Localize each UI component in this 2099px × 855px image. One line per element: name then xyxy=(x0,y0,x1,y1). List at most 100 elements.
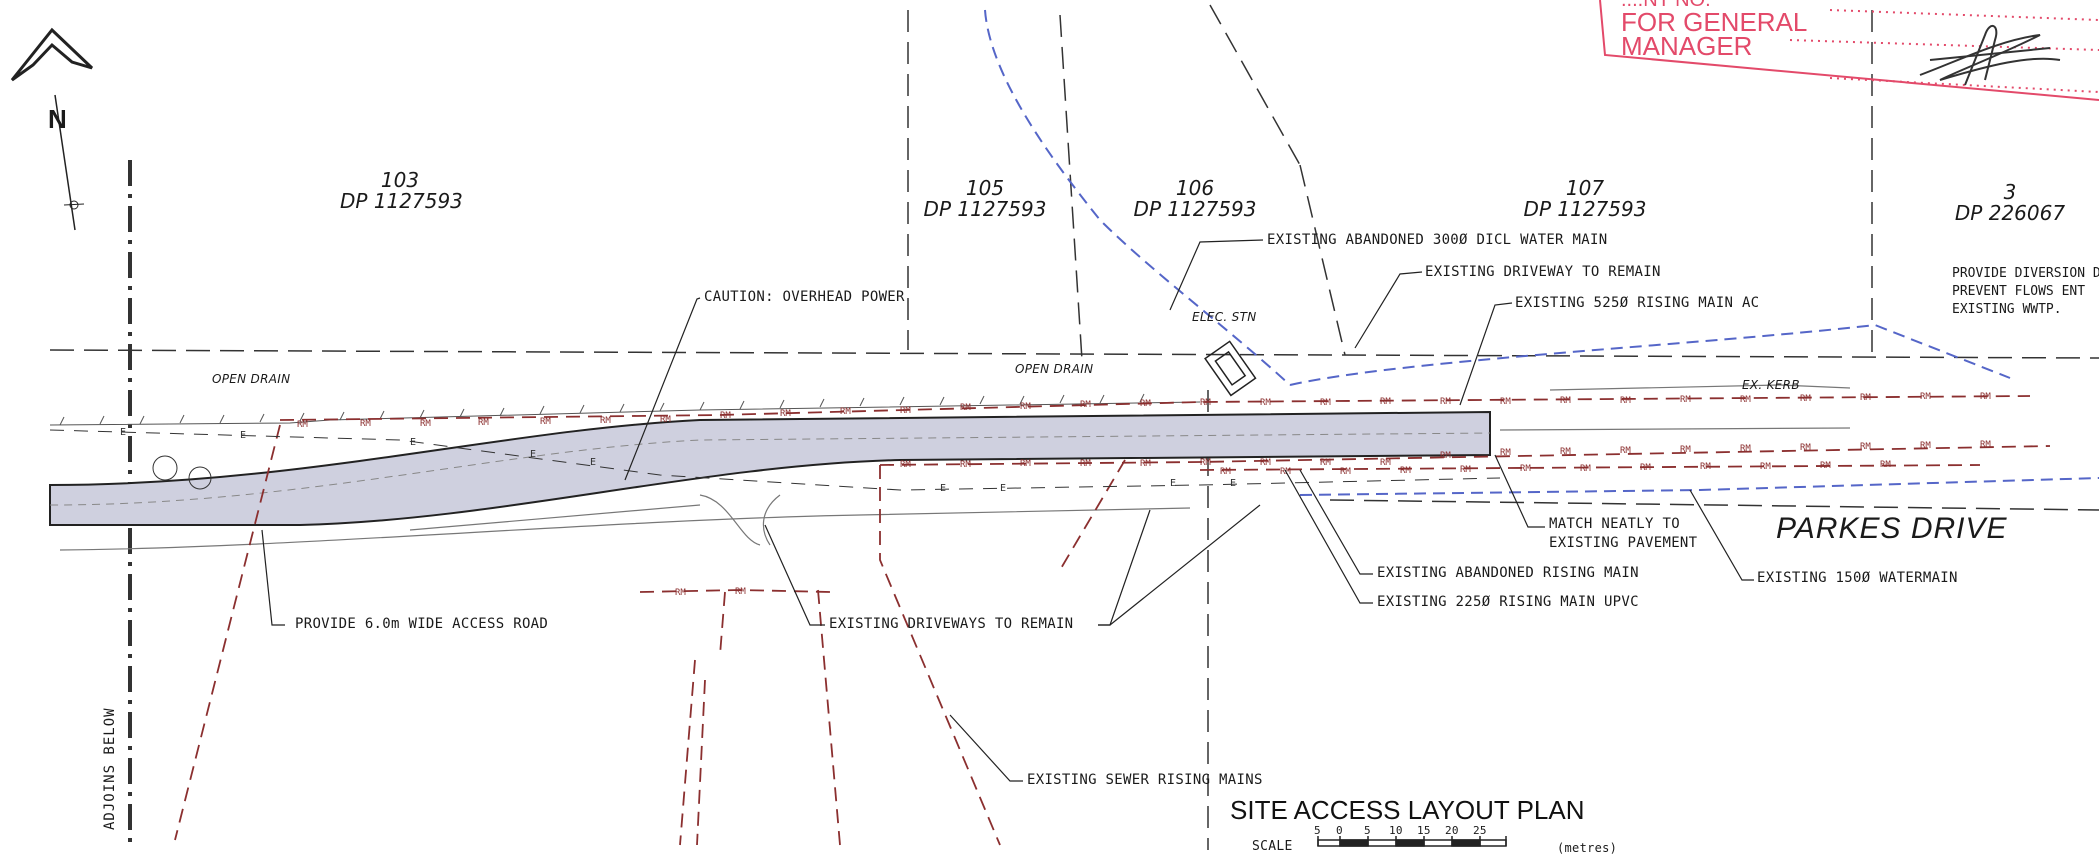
svg-text:E: E xyxy=(940,483,946,494)
access-road-note: PROVIDE 6.0m WIDE ACCESS ROAD xyxy=(295,616,549,632)
stamp-top-fragment: ....NT NO. xyxy=(1621,0,1711,11)
rising-main-upvc-note: EXISTING 225Ø RISING MAIN UPVC xyxy=(1377,594,1639,610)
svg-text:RM: RM xyxy=(1220,467,1231,477)
svg-text:RM: RM xyxy=(1460,465,1471,475)
svg-text:RM: RM xyxy=(1200,458,1211,468)
abandoned-water-main-note: EXISTING ABANDONED 300Ø DICL WATER MAIN xyxy=(1267,232,1608,248)
open-drain-label-1: OPEN DRAIN xyxy=(212,372,291,386)
svg-text:RM: RM xyxy=(297,420,308,430)
svg-text:RM: RM xyxy=(1140,459,1151,469)
overhead-power-note: CAUTION: OVERHEAD POWER xyxy=(704,289,905,305)
rising-main-lines xyxy=(174,395,2051,846)
adjoins-below-label: ADJOINS BELOW xyxy=(102,707,118,830)
svg-text:RM: RM xyxy=(420,419,431,429)
north-label: N xyxy=(48,104,68,134)
svg-text:RM: RM xyxy=(1560,396,1571,406)
svg-text:RM: RM xyxy=(1920,392,1931,402)
diversion-note: PROVIDE DIVERSION D PREVENT FLOWS ENT EX… xyxy=(1952,266,2099,317)
svg-text:RM: RM xyxy=(1620,396,1631,406)
svg-text:E: E xyxy=(590,457,596,468)
svg-text:RM: RM xyxy=(600,416,611,426)
svg-text:RM: RM xyxy=(960,403,971,413)
svg-text:RM: RM xyxy=(1800,443,1811,453)
lot-103-label: 103 DP 1127593 xyxy=(340,168,463,213)
svg-text:RM: RM xyxy=(1260,458,1271,468)
svg-text:RM: RM xyxy=(1080,459,1091,469)
svg-text:E: E xyxy=(240,430,246,441)
svg-text:E: E xyxy=(410,437,416,448)
svg-text:RM: RM xyxy=(1880,460,1891,470)
tree-icons xyxy=(152,455,212,490)
svg-text:RM: RM xyxy=(1920,441,1931,451)
svg-text:RM: RM xyxy=(1640,463,1651,473)
rm-labels: RM RM RM RM RM RM RM RM RM RM RM RM RM RM RM RM RM R… xyxy=(297,392,1991,598)
elec-stn-label: ELEC. STN xyxy=(1192,310,1257,324)
svg-text:RM: RM xyxy=(1580,464,1591,474)
svg-text:E: E xyxy=(1000,483,1006,494)
svg-text:RM: RM xyxy=(1560,447,1571,457)
watermain-note: EXISTING 150Ø WATERMAIN xyxy=(1757,570,1958,586)
stamp-line-2: MANAGER xyxy=(1621,31,1753,61)
match-pavement-note-1: MATCH NEATLY TO xyxy=(1549,516,1680,532)
drawing-title: SITE ACCESS LAYOUT PLAN xyxy=(1230,795,1585,825)
ex-kerb-label: EX. KERB xyxy=(1742,378,1800,392)
scale-bar xyxy=(1317,836,1507,847)
electric-line xyxy=(49,429,1501,491)
svg-text:RM: RM xyxy=(1320,458,1331,468)
svg-text:RM: RM xyxy=(1760,462,1771,472)
svg-text:RM: RM xyxy=(1500,448,1511,458)
svg-text:RM: RM xyxy=(1380,458,1391,468)
svg-text:RM: RM xyxy=(1740,395,1751,405)
signature-icon xyxy=(1919,25,2061,86)
svg-text:RM: RM xyxy=(1440,451,1451,461)
svg-text:RM: RM xyxy=(960,460,971,470)
svg-text:RM: RM xyxy=(1260,398,1271,408)
svg-text:RM: RM xyxy=(900,406,911,416)
abandoned-rising-main-note: EXISTING ABANDONED RISING MAIN xyxy=(1377,565,1639,581)
svg-text:RM: RM xyxy=(1400,466,1411,476)
sewer-rising-mains-note: EXISTING SEWER RISING MAINS xyxy=(1027,772,1263,788)
svg-text:RM: RM xyxy=(660,415,671,425)
svg-text:RM: RM xyxy=(1080,400,1091,410)
driveway-remain-note: EXISTING DRIVEWAY TO REMAIN xyxy=(1425,264,1661,280)
lot-107-label: 107 DP 1127593 xyxy=(1523,176,1647,221)
elec-station-icon xyxy=(1204,340,1257,397)
svg-text:RM: RM xyxy=(1020,402,1031,412)
lot-boundaries xyxy=(49,4,2099,850)
north-arrow-icon xyxy=(10,27,94,231)
rising-main-ac-note: EXISTING 525Ø RISING MAIN AC xyxy=(1515,295,1760,311)
driveways-remain-note: EXISTING DRIVEWAYS TO REMAIN xyxy=(829,616,1074,632)
svg-text:RM: RM xyxy=(1020,459,1031,469)
svg-text:RM: RM xyxy=(675,588,686,598)
svg-text:RM: RM xyxy=(1680,445,1691,455)
svg-text:RM: RM xyxy=(1500,397,1511,407)
svg-text:RM: RM xyxy=(840,407,851,417)
scale-label: SCALE xyxy=(1252,839,1293,854)
svg-text:RM: RM xyxy=(1980,440,1991,450)
scale-unit: (metres) xyxy=(1557,841,1618,855)
svg-text:RM: RM xyxy=(1320,398,1331,408)
svg-text:RM: RM xyxy=(1800,394,1811,404)
svg-text:RM: RM xyxy=(1680,395,1691,405)
match-pavement-note-2: EXISTING PAVEMENT xyxy=(1549,535,1698,551)
street-name: PARKES DRIVE xyxy=(1776,512,2008,545)
access-road xyxy=(49,410,1491,526)
svg-text:RM: RM xyxy=(478,418,489,428)
svg-text:RM: RM xyxy=(540,417,551,427)
leader-lines xyxy=(261,239,1754,782)
svg-text:RM: RM xyxy=(1740,444,1751,454)
svg-text:RM: RM xyxy=(1820,461,1831,471)
lot-106-label: 106 DP 1127593 xyxy=(1133,176,1257,221)
svg-text:E: E xyxy=(1230,478,1236,489)
svg-text:RM: RM xyxy=(900,460,911,470)
approval-stamp: ....NT NO. FOR GENERAL MANAGER xyxy=(1603,0,2053,61)
svg-text:E: E xyxy=(530,449,536,460)
water-main-lines xyxy=(984,9,2099,496)
svg-text:RM: RM xyxy=(1380,397,1391,407)
svg-text:RM: RM xyxy=(1860,393,1871,403)
svg-text:RM: RM xyxy=(1700,462,1711,472)
svg-text:RM: RM xyxy=(1860,442,1871,452)
svg-text:RM: RM xyxy=(1200,398,1211,408)
